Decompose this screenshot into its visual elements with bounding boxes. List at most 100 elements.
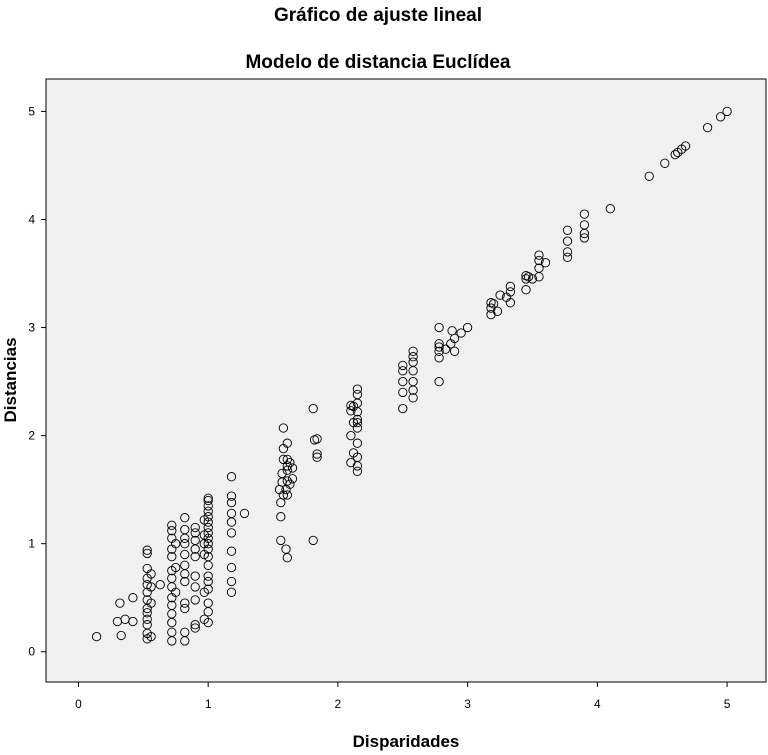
data-point — [308, 535, 318, 546]
data-point — [142, 608, 152, 618]
chart-subtitle: Modelo de distancia Euclídea — [245, 52, 510, 73]
data-point — [605, 204, 615, 214]
data-point — [278, 423, 289, 433]
data-point — [91, 631, 102, 642]
data-point — [352, 389, 363, 400]
data-point — [434, 346, 444, 356]
data-point — [167, 573, 177, 583]
data-point — [239, 508, 250, 519]
data-point — [142, 548, 152, 559]
data-point — [534, 255, 544, 266]
data-point — [203, 501, 213, 511]
x-axis-label: Disparidades — [353, 732, 460, 751]
x-tick-label: 0 — [75, 697, 82, 711]
data-point — [171, 562, 181, 573]
data-point — [190, 595, 200, 605]
data-point — [190, 623, 200, 633]
data-point — [434, 342, 444, 352]
data-point — [521, 274, 531, 284]
data-point — [346, 406, 356, 416]
data-point — [449, 346, 460, 356]
data-point — [398, 376, 408, 387]
data-point — [562, 225, 573, 235]
data-point — [312, 452, 322, 462]
data-point — [282, 476, 292, 486]
data-point — [203, 512, 213, 522]
data-point — [277, 468, 287, 479]
data-point — [180, 598, 190, 608]
data-point — [180, 524, 190, 535]
data-point — [434, 339, 444, 349]
data-point — [488, 299, 499, 309]
data-point — [146, 631, 156, 642]
data-point — [492, 306, 503, 316]
data-point — [203, 551, 213, 562]
data-point — [398, 360, 408, 371]
data-point — [527, 274, 538, 284]
data-point — [408, 352, 418, 362]
data-point — [434, 322, 444, 333]
data-point — [203, 617, 213, 628]
data-point — [534, 250, 544, 260]
data-point — [495, 290, 505, 300]
data-point — [534, 263, 544, 273]
data-point — [155, 580, 165, 590]
data-point — [226, 472, 237, 482]
data-point — [521, 285, 531, 295]
data-point — [346, 430, 356, 441]
data-point — [352, 384, 363, 394]
data-point — [449, 333, 460, 344]
data-point — [171, 539, 181, 549]
x-tick-label: 4 — [594, 697, 601, 711]
data-point — [408, 376, 418, 387]
data-point — [398, 387, 408, 398]
data-point — [562, 252, 573, 262]
plot-area — [45, 78, 767, 683]
data-point — [408, 393, 418, 403]
data-point — [462, 322, 473, 333]
data-point — [180, 549, 190, 560]
data-point — [434, 376, 444, 387]
data-point — [116, 630, 126, 641]
data-point — [142, 614, 152, 624]
data-point — [226, 576, 237, 587]
data-point — [226, 587, 237, 597]
x-tick-label: 5 — [724, 697, 731, 711]
data-point — [226, 491, 237, 501]
data-point — [579, 220, 590, 230]
data-point — [660, 158, 670, 168]
data-point — [203, 576, 213, 587]
x-tick-label: 2 — [335, 697, 342, 711]
data-point — [278, 490, 289, 500]
data-point — [146, 582, 156, 592]
data-point — [308, 403, 318, 414]
data-point — [276, 535, 286, 546]
data-point — [287, 463, 298, 473]
y-tick-label: 3 — [28, 321, 35, 335]
data-point — [434, 353, 444, 363]
data-point — [203, 584, 213, 594]
data-point — [398, 366, 408, 376]
data-point — [128, 593, 138, 603]
x-tick-label: 1 — [205, 697, 212, 711]
data-point — [282, 454, 292, 465]
data-point — [203, 598, 213, 608]
y-tick-label: 0 — [28, 645, 35, 659]
data-point — [398, 403, 408, 414]
data-point — [146, 569, 156, 579]
data-point — [190, 535, 200, 546]
data-point — [282, 438, 292, 448]
data-point — [680, 141, 691, 151]
data-point — [276, 512, 286, 522]
data-point — [203, 493, 213, 503]
data-point — [190, 571, 200, 581]
y-tick-label: 4 — [28, 212, 35, 226]
data-point — [190, 620, 200, 630]
data-point — [226, 508, 237, 519]
data-point — [352, 466, 363, 476]
data-point — [203, 506, 213, 516]
data-point — [203, 544, 213, 554]
data-point — [167, 520, 177, 530]
data-point — [287, 474, 298, 484]
